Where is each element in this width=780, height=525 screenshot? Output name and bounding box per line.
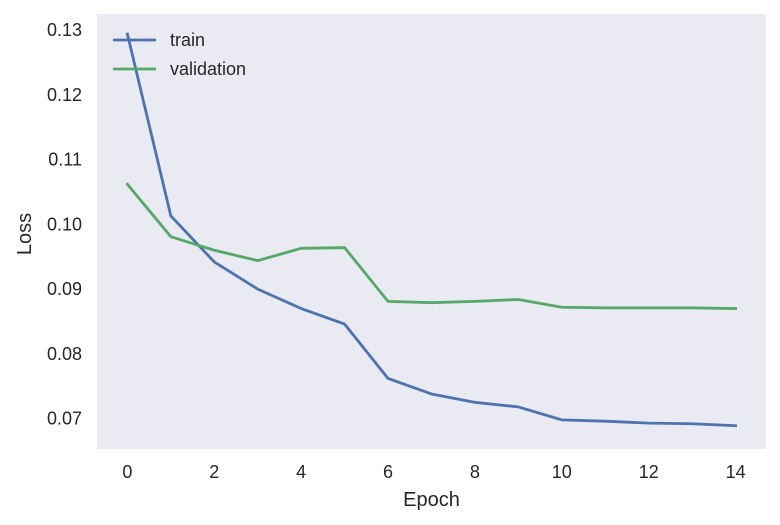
x-tick-label: 0 xyxy=(122,462,132,482)
y-axis-ticks: 0.07 0.08 0.09 0.10 0.11 0.12 0.13 xyxy=(47,20,82,428)
legend-label-validation: validation xyxy=(170,59,246,79)
x-axis-label: Epoch xyxy=(403,489,460,511)
y-tick-label: 0.13 xyxy=(47,20,82,40)
y-tick-label: 0.09 xyxy=(47,279,82,299)
x-axis-ticks: 0 2 4 6 8 10 12 14 xyxy=(122,462,745,482)
y-tick-label: 0.08 xyxy=(47,344,82,364)
x-tick-label: 14 xyxy=(726,462,746,482)
plot-background xyxy=(97,14,766,449)
y-tick-label: 0.10 xyxy=(47,214,82,234)
legend: train validation xyxy=(113,30,246,79)
series-line-validation xyxy=(125,182,738,310)
x-tick-label: 8 xyxy=(470,462,480,482)
x-tick-label: 2 xyxy=(209,462,219,482)
x-tick-label: 12 xyxy=(639,462,659,482)
y-tick-label: 0.07 xyxy=(47,409,82,429)
y-tick-label: 0.12 xyxy=(47,85,82,105)
series-line-train xyxy=(125,32,738,428)
legend-label-train: train xyxy=(170,30,205,50)
x-tick-label: 10 xyxy=(552,462,572,482)
y-tick-label: 0.11 xyxy=(48,150,82,170)
x-tick-label: 4 xyxy=(296,462,306,482)
y-axis-label: Loss xyxy=(14,213,36,255)
x-tick-label: 6 xyxy=(383,462,393,482)
series-lines xyxy=(125,32,738,428)
